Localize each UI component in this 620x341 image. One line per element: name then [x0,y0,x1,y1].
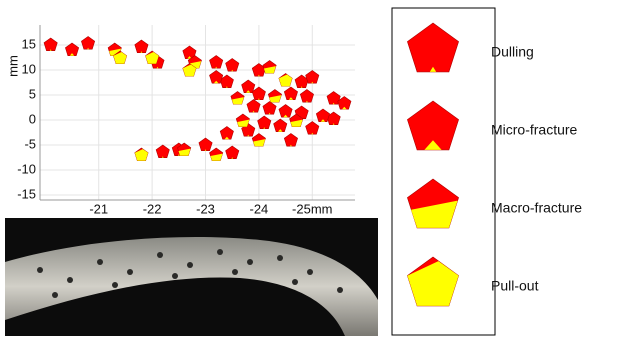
y-axis-label: mm [5,55,20,77]
photo [5,218,378,336]
glyph-body [247,100,260,113]
y-tick-label: 15 [22,36,36,51]
glyph-body [156,145,169,158]
point [247,100,260,113]
y-tick-label: 0 [29,111,36,126]
point [306,71,319,84]
point [279,105,292,118]
point [284,87,297,100]
point [263,102,276,115]
point [236,114,249,127]
point [242,80,255,93]
glyph-exposed [135,149,148,161]
x-tick-label: -24 [249,201,268,216]
point [252,87,265,100]
point [44,38,57,51]
point [81,37,94,50]
point [135,40,148,53]
point [226,146,239,159]
point [316,109,329,122]
glyph-body [210,56,223,69]
y-tick-label: 5 [29,86,36,101]
glyph-body [258,116,271,129]
legend-label: Dulling [491,44,534,60]
glyph-body [81,37,94,50]
point [210,56,223,69]
glyph-body [263,102,276,115]
y-tick-label: -5 [24,136,36,151]
glyph-body [284,134,297,147]
x-tick-label: -21 [89,201,108,216]
figure: 15 10 5 0 -5 -10 -15 -21 -22 -23 -24 -25mm mm Dulli… [0,0,620,336]
glyph-body [135,40,148,53]
point [274,119,287,132]
point [220,127,233,140]
glyph-body [300,90,313,103]
glyph-body [252,87,265,100]
legend-glyph [407,179,458,228]
glyph-exposed [407,261,458,306]
legend-glyph [407,23,458,72]
point [263,61,276,74]
point [279,74,292,87]
legend-label: Pull-out [491,278,539,294]
point [156,145,169,158]
point [146,51,159,64]
glyph-body [199,138,212,151]
point [300,90,313,103]
legend-label: Macro-fracture [491,200,582,216]
glyph-body [226,146,239,159]
point [258,116,271,129]
glyph-body [306,71,319,84]
y-tick-label: 10 [22,61,36,76]
x-tick-label: -22 [143,201,162,216]
point [284,134,297,147]
point [268,90,281,103]
x-tick-label: -23 [196,201,215,216]
glyph-body [407,23,458,72]
y-tick-label: -15 [17,186,36,201]
legend-glyph [407,101,458,150]
scatter-plot: 15 10 5 0 -5 -10 -15 -21 -22 -23 -24 -25mm [17,25,355,216]
point [199,138,212,151]
point [210,71,223,84]
point [306,122,319,135]
point [210,148,223,161]
point [252,134,265,147]
point [226,59,239,72]
point [231,92,244,105]
x-tick-label: -25mm [292,201,332,216]
legend-label: Micro-fracture [491,122,578,138]
legend-glyph [407,257,458,306]
y-tick-label: -10 [17,161,36,176]
glyph-body [44,38,57,51]
glyph-body [306,122,319,135]
glyph-body [226,59,239,72]
point [135,148,148,161]
